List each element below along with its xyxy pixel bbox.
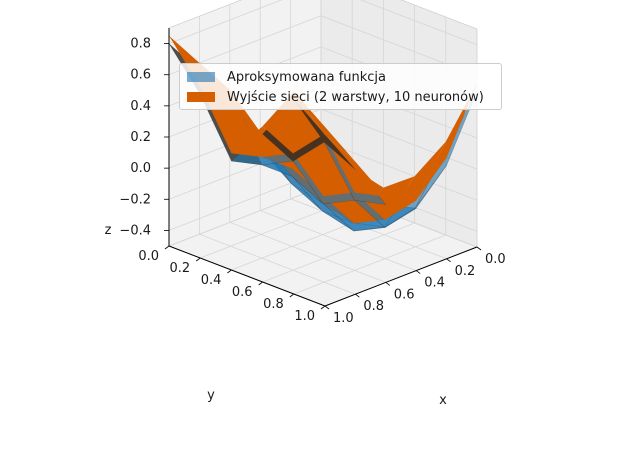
tick-label-y-0: 0.0	[138, 249, 159, 264]
tick-label-y-2: 0.4	[201, 273, 222, 288]
surface-wyjscie-cell-2-0	[231, 126, 293, 157]
legend-swatch-wyjscie-sieci	[187, 92, 215, 102]
legend-label-wyjscie-sieci: Wyjście sieci (2 warstwy, 10 neuronów)	[227, 89, 484, 105]
gridline-z-5	[168, 15, 478, 77]
tick-mark-y-3	[258, 281, 263, 286]
axis-x-line	[168, 245, 326, 307]
axis-label-z: z	[105, 223, 112, 238]
gridline-z-6	[168, 0, 478, 45]
tick-mark-x-3	[385, 282, 391, 286]
axis-labels: y x z	[105, 223, 448, 408]
tick-mark-y-5	[320, 305, 326, 310]
gridline-y-4	[290, 0, 447, 260]
tick-mark-x-1	[446, 258, 451, 263]
tick-label-x-3: 0.6	[394, 287, 415, 302]
legend-entry-aproksymowana: Aproksymowana funkcja	[187, 68, 386, 86]
surface-wyjscie-cell-3-0	[262, 91, 325, 154]
tick-label-z-1: −0.2	[119, 192, 151, 207]
tick-mark-x-4	[355, 293, 360, 298]
tick-label-y-1: 0.2	[170, 261, 191, 276]
tick-mark-x-2	[415, 270, 421, 274]
tick-label-y-4: 0.8	[263, 297, 284, 312]
tick-label-z-0: −0.4	[119, 223, 151, 238]
legend: Aproksymowana funkcja Wyjście sieci (2 w…	[179, 63, 502, 110]
tick-label-y-3: 0.6	[232, 285, 253, 300]
tick-label-z-3: 0.2	[130, 130, 151, 145]
legend-entry-wyjscie-sieci: Wyjście sieci (2 warstwy, 10 neuronów)	[187, 88, 484, 106]
tick-mark-x-0	[476, 246, 482, 251]
tick-label-x-5: 1.0	[333, 311, 354, 326]
tick-label-z-2: 0.0	[130, 161, 151, 176]
legend-label-aproksymowana: Aproksymowana funkcja	[227, 69, 387, 85]
surface-wyjscie-cell-4-4	[415, 83, 477, 201]
tick-label-x-1: 0.2	[455, 264, 476, 279]
tick-mark-y-4	[289, 293, 295, 298]
tick-mark-y-1	[195, 257, 201, 262]
tick-labels: 0.0 0.2 0.4 0.6 0.8 1.0 0.0 0.2 0.4 0.6 0.8 1.0 −0.4…	[119, 37, 505, 326]
tick-label-y-5: 1.0	[294, 309, 315, 324]
tick-label-x-4: 0.8	[363, 299, 384, 314]
axis-y-line	[324, 246, 478, 307]
axis-label-y: y	[207, 388, 215, 403]
tick-mark-y-2	[227, 269, 232, 274]
surface-wyjscie-cell-4-1	[324, 134, 386, 197]
legend-swatch-aproksymowana	[187, 72, 215, 82]
tick-label-x-0: 0.0	[485, 252, 506, 267]
tick-label-z-5: 0.6	[130, 68, 151, 83]
tick-label-x-2: 0.4	[424, 276, 445, 291]
tick-mark-y-0	[164, 245, 170, 250]
tick-label-z-4: 0.4	[130, 99, 151, 114]
tick-mark-x-5	[324, 305, 330, 310]
tick-label-z-6: 0.8	[130, 37, 151, 52]
axis-label-x: x	[439, 393, 447, 408]
